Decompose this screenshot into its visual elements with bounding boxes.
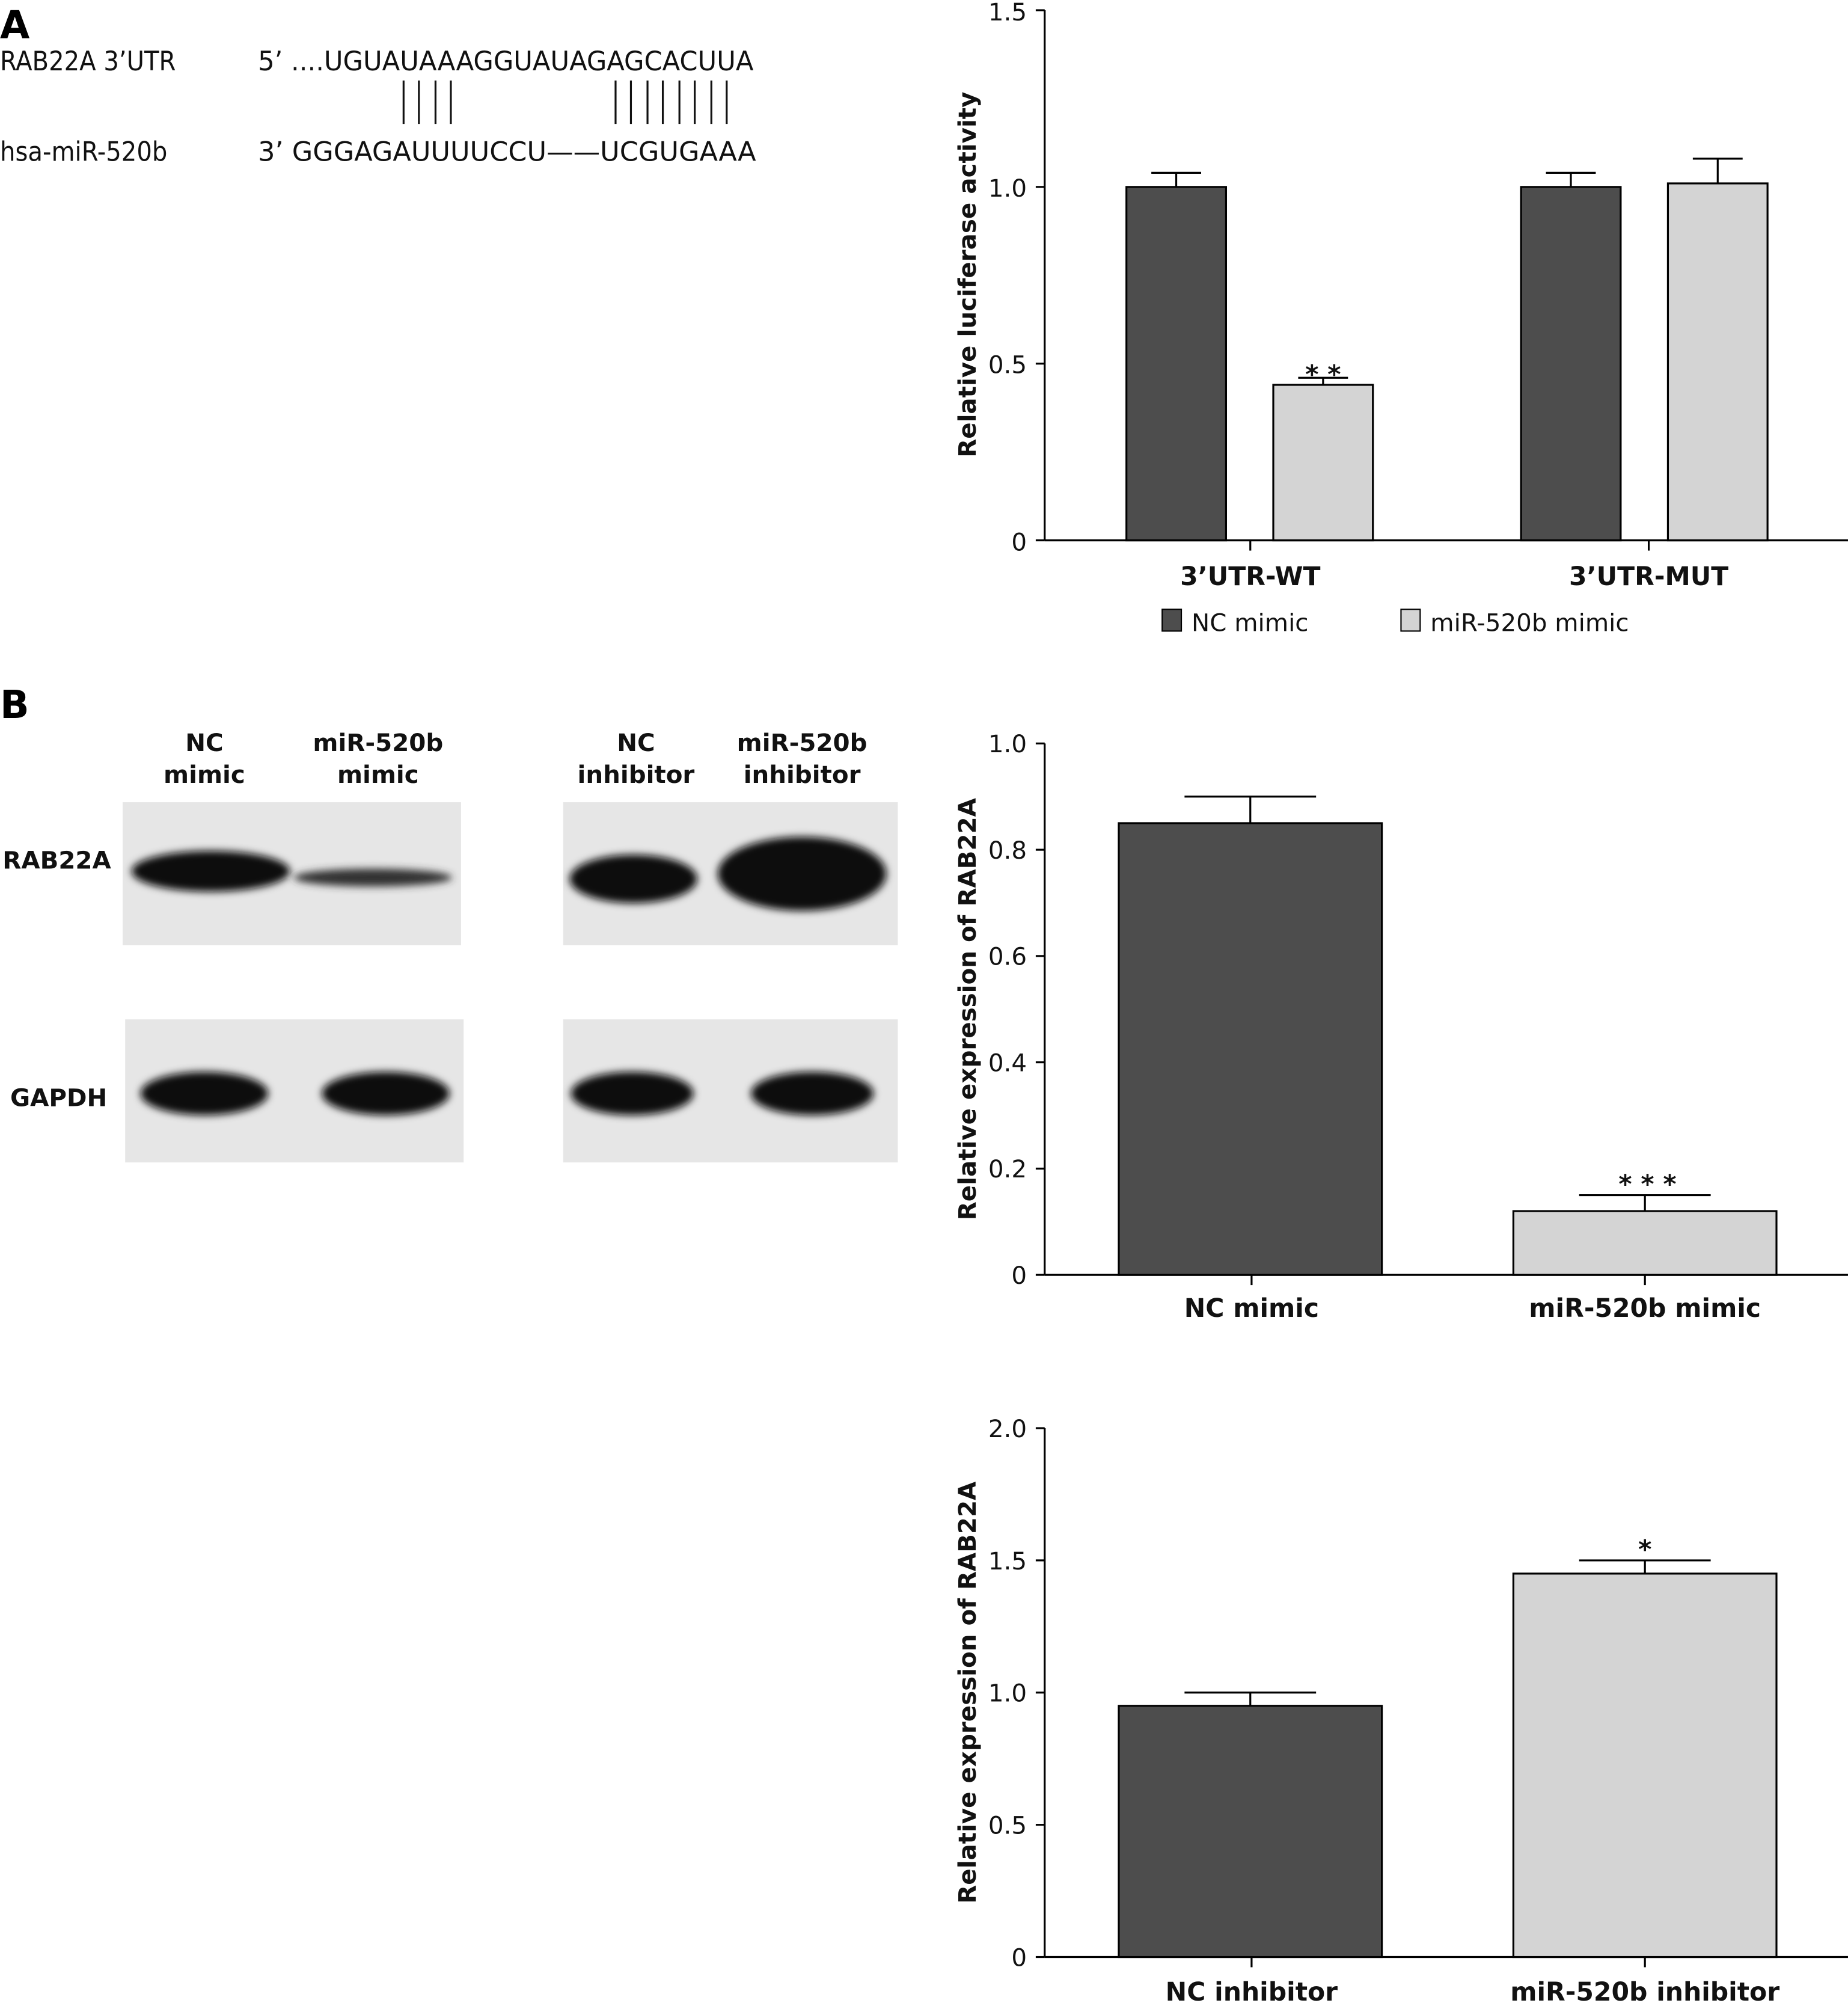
panel-label-a: A bbox=[0, 4, 29, 48]
significance-label: * bbox=[1638, 1536, 1651, 1565]
blot-band bbox=[717, 836, 887, 911]
blot-col-label: miR-520b bbox=[313, 729, 443, 757]
blot-row-label-rab22a: RAB22A bbox=[2, 847, 111, 875]
bar bbox=[1520, 186, 1622, 542]
blot-band bbox=[751, 1072, 874, 1115]
sequence-alignment: RAB22A 3’UTR 5’ ....UGUAUAAAGGUAUAGAGCAC… bbox=[0, 46, 756, 168]
blot-col-label: mimic bbox=[337, 761, 419, 789]
blot-row-label-gapdh: GAPDH bbox=[10, 1084, 107, 1112]
chart-rab22a-mimic: Relative expression of RAB22A NC mimic m… bbox=[953, 730, 1848, 1324]
blot-band bbox=[140, 1072, 269, 1115]
legend-label: miR-520b mimic bbox=[1430, 609, 1629, 637]
blot-col-label: miR-520b bbox=[737, 729, 867, 757]
x-tick-label: miR-520b inhibitor bbox=[1510, 1978, 1779, 2003]
y-axis-label: Relative expression of RAB22A bbox=[953, 797, 982, 1220]
y-tick-label: 2.0 bbox=[988, 1415, 1027, 1443]
bar bbox=[1512, 1572, 1778, 1959]
y-tick-label: 1.0 bbox=[988, 730, 1027, 758]
blot-band bbox=[322, 1072, 450, 1115]
legend-label: NC mimic bbox=[1192, 609, 1308, 637]
blot-band bbox=[571, 1072, 694, 1115]
y-tick-label: 0.5 bbox=[988, 351, 1027, 379]
panel-label-b: B bbox=[0, 683, 29, 728]
y-tick-label: 0 bbox=[1011, 1943, 1027, 1972]
mir-sequence: 3’ GGGAGAUUUUCCU——UCGUGAAA bbox=[258, 136, 756, 168]
y-tick-label: 1.0 bbox=[988, 174, 1027, 203]
blot-band bbox=[293, 868, 453, 887]
y-tick-label: 0.4 bbox=[988, 1049, 1027, 1077]
bar bbox=[1512, 1210, 1778, 1276]
blot-col-label: inhibitor bbox=[744, 761, 861, 789]
blot-band bbox=[131, 850, 290, 892]
y-axis-label: Relative expression of RAB22A bbox=[953, 1481, 982, 1904]
mir-label: hsa-miR-520b bbox=[0, 136, 167, 168]
blot-band bbox=[569, 854, 697, 903]
x-tick-label: miR-520b mimic bbox=[1529, 1294, 1761, 1324]
blot-col-label: inhibitor bbox=[578, 761, 695, 789]
utr-label: RAB22A 3’UTR bbox=[0, 46, 176, 77]
y-axis-label: Relative luciferase activity bbox=[953, 92, 982, 458]
chart-luciferase: Relative luciferase activity 3’UTR-WT 3’… bbox=[953, 0, 1848, 637]
blot-col-label: NC bbox=[185, 729, 223, 757]
legend-swatch-mir bbox=[1400, 609, 1421, 632]
y-tick-label: 0 bbox=[1011, 1262, 1027, 1290]
x-tick-label: NC mimic bbox=[1184, 1294, 1319, 1324]
y-tick-label: 0.5 bbox=[988, 1812, 1027, 1840]
blot-col-label: NC bbox=[617, 729, 655, 757]
x-tick-label: 3’UTR-MUT bbox=[1569, 562, 1728, 592]
y-tick-label: 0.8 bbox=[988, 836, 1027, 865]
x-tick-label: 3’UTR-WT bbox=[1180, 562, 1320, 592]
western-blot: NC mimic miR-520b mimic NC inhibitor miR… bbox=[2, 729, 898, 1163]
utr-sequence: 5’ ....UGUAUAAAGGUAUAGAGCACUUA bbox=[258, 46, 754, 77]
y-tick-label: 0.2 bbox=[988, 1155, 1027, 1183]
y-tick-label: 1.0 bbox=[988, 1679, 1027, 1708]
x-tick-label: NC inhibitor bbox=[1166, 1978, 1338, 2003]
chart-rab22a-inhibitor: Relative expression of RAB22A NC inhibit… bbox=[953, 1415, 1848, 2003]
bar bbox=[1272, 384, 1374, 542]
bar bbox=[1125, 186, 1228, 542]
y-tick-label: 1.5 bbox=[988, 1547, 1027, 1575]
y-tick-label: 1.5 bbox=[988, 0, 1027, 26]
y-tick-label: 0.6 bbox=[988, 943, 1027, 971]
bar bbox=[1118, 822, 1383, 1276]
legend: NC mimic miR-520b mimic bbox=[1161, 609, 1629, 637]
bar bbox=[1666, 182, 1769, 542]
y-tick-label: 0 bbox=[1011, 529, 1027, 557]
legend-swatch-nc bbox=[1161, 609, 1183, 632]
blot-col-label: mimic bbox=[164, 761, 245, 789]
bar bbox=[1118, 1705, 1383, 1959]
base-pair-lines bbox=[402, 80, 728, 124]
